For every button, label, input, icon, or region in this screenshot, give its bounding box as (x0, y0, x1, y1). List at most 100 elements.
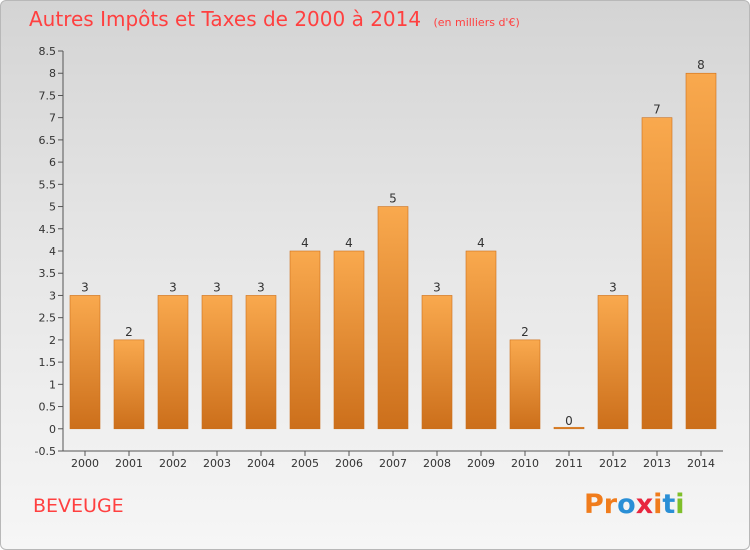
logo-letter: r (603, 489, 618, 520)
y-tick-label: 4 (49, 245, 56, 258)
y-tick: 2 (49, 334, 63, 347)
y-tick: 5.5 (39, 178, 63, 191)
x-tick: 2002 (159, 451, 187, 470)
y-tick: 7.5 (39, 89, 63, 102)
x-tick-label: 2009 (467, 457, 495, 470)
y-tick: 1 (49, 378, 63, 391)
y-tick: 6.5 (39, 134, 63, 147)
x-tick-label: 2001 (115, 457, 143, 470)
bar-2007[interactable] (377, 206, 409, 430)
y-tick: 1.5 (39, 356, 63, 369)
x-tick: 2004 (247, 451, 275, 470)
value-label-2001: 2 (125, 325, 133, 339)
value-label-2000: 3 (81, 280, 89, 294)
bar-2011[interactable] (553, 426, 585, 430)
bar-2008[interactable] (421, 295, 453, 430)
value-label-2010: 2 (521, 325, 529, 339)
y-tick-label: 1 (49, 378, 56, 391)
y-tick: 7 (49, 112, 63, 125)
x-tick: 2005 (291, 451, 319, 470)
bar-2004[interactable] (245, 295, 277, 430)
y-tick-label: 2.5 (39, 312, 57, 325)
logo-letter: t (662, 489, 676, 520)
x-tick-label: 2004 (247, 457, 275, 470)
x-tick: 2011 (555, 451, 583, 470)
y-tick-label: 5.5 (39, 178, 57, 191)
value-label-2006: 4 (345, 236, 353, 250)
value-label-2013: 7 (653, 103, 661, 117)
y-tick: 8 (49, 67, 63, 80)
y-tick-label: 0 (49, 423, 56, 436)
x-tick-label: 2002 (159, 457, 187, 470)
y-tick: 0 (49, 423, 63, 436)
bar-2012[interactable] (597, 295, 629, 430)
bar-2009[interactable] (465, 250, 497, 430)
bar-2000[interactable] (69, 295, 101, 430)
y-tick-label: 3.5 (39, 267, 57, 280)
y-tick-label: 6 (49, 156, 56, 169)
value-label-2014: 8 (697, 58, 705, 72)
x-tick: 2003 (203, 451, 231, 470)
y-tick-label: 2 (49, 334, 56, 347)
x-tick: 2006 (335, 451, 363, 470)
y-tick-label: 1.5 (39, 356, 57, 369)
value-label-2012: 3 (609, 280, 617, 294)
y-tick: 4.5 (39, 223, 63, 236)
y-tick-label: 7 (49, 112, 56, 125)
x-tick: 2013 (643, 451, 671, 470)
value-label-2004: 3 (257, 280, 265, 294)
logo-letter: i (653, 489, 663, 520)
bar-2010[interactable] (509, 339, 541, 430)
value-label-2005: 4 (301, 236, 309, 250)
y-tick: 8.5 (39, 45, 63, 58)
x-tick-label: 2008 (423, 457, 451, 470)
x-tick: 2008 (423, 451, 451, 470)
x-tick: 2001 (115, 451, 143, 470)
bar-2003[interactable] (201, 295, 233, 430)
y-tick: 3 (49, 289, 63, 302)
logo-letter: i (675, 489, 685, 520)
x-tick-label: 2007 (379, 457, 407, 470)
value-label-2009: 4 (477, 236, 485, 250)
y-tick-label: 6.5 (39, 134, 57, 147)
y-tick-label: 0.5 (39, 401, 57, 414)
x-tick: 2010 (511, 451, 539, 470)
logo-letter: o (617, 489, 636, 520)
y-tick: 5 (49, 201, 63, 214)
bar-2014[interactable] (685, 72, 717, 430)
y-tick: -0.5 (35, 445, 63, 458)
bar-2002[interactable] (157, 295, 189, 430)
y-tick: 3.5 (39, 267, 63, 280)
x-tick: 2014 (687, 451, 715, 470)
y-tick-label: 5 (49, 201, 56, 214)
x-tick-label: 2010 (511, 457, 539, 470)
bar-2005[interactable] (289, 250, 321, 430)
logo-letter: P (584, 489, 604, 520)
y-tick-label: 3 (49, 289, 56, 302)
y-tick-label: -0.5 (35, 445, 56, 458)
x-tick-label: 2014 (687, 457, 715, 470)
commune-name: BEVEUGE (33, 495, 124, 517)
chart-unit: (en milliers d'€) (433, 16, 520, 29)
bar-2013[interactable] (641, 117, 673, 430)
chart-bars (69, 72, 717, 430)
y-tick: 4 (49, 245, 63, 258)
x-tick-label: 2003 (203, 457, 231, 470)
value-label-2002: 3 (169, 280, 177, 294)
y-tick-label: 7.5 (39, 89, 57, 102)
value-label-2008: 3 (433, 280, 441, 294)
y-tick: 6 (49, 156, 63, 169)
x-tick-label: 2006 (335, 457, 363, 470)
bar-2001[interactable] (113, 339, 145, 430)
value-label-2011: 0 (565, 414, 573, 428)
y-tick: 0.5 (39, 401, 63, 414)
x-tick-label: 2000 (71, 457, 99, 470)
y-tick-label: 8 (49, 67, 56, 80)
bar-2006[interactable] (333, 250, 365, 430)
chart-title: Autres Impôts et Taxes de 2000 à 2014 (e… (29, 7, 520, 31)
chart-axes: -0.5 0 0.5 1 1.5 2 2.5 3 3.5 4 4.5 5 5.5 6 6.5 7 7.5 8 8.5… (35, 45, 723, 470)
proxiti-logo[interactable]: Proxiti (584, 489, 685, 520)
y-tick: 2.5 (39, 312, 63, 325)
